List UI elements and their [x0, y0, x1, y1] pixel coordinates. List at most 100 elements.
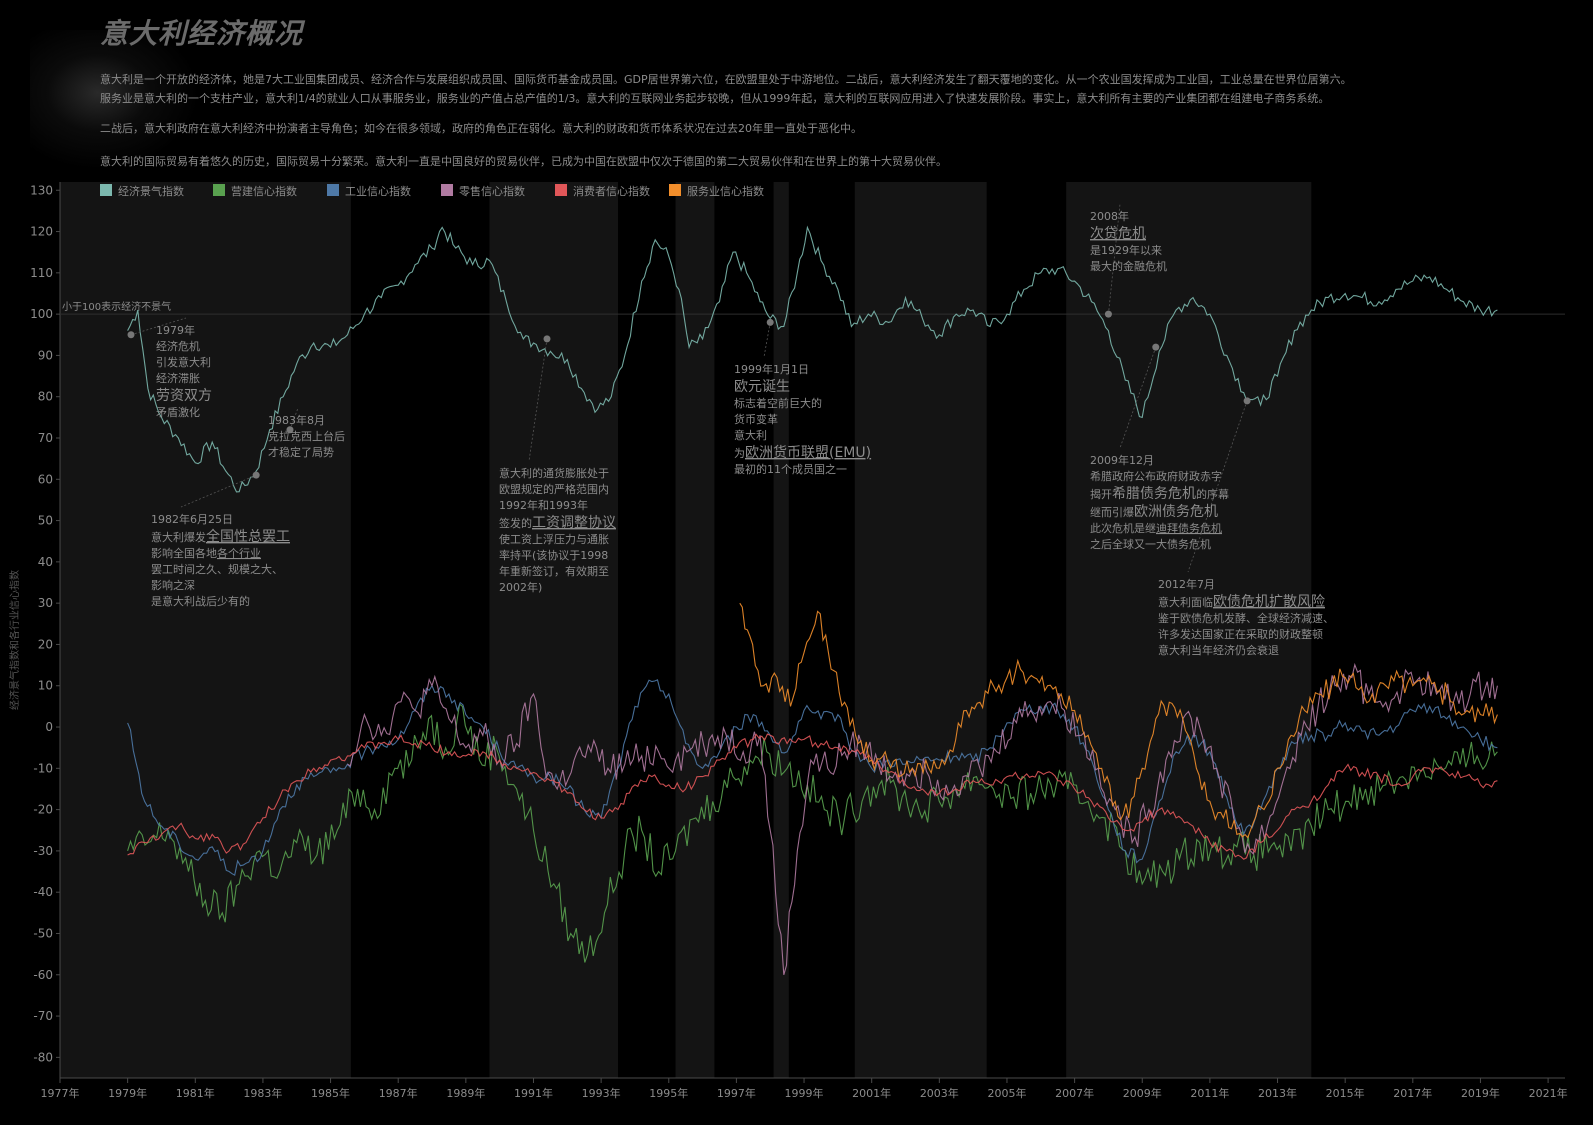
annotation-text: 次贷危机 — [1090, 226, 1146, 242]
annotation-leader — [528, 338, 548, 462]
annotation-marker — [286, 426, 294, 434]
y-tick-label: -20 — [33, 803, 53, 817]
annotation-text: 签发的 — [499, 516, 532, 530]
annotation-line: 最大的金融危机 — [1090, 259, 1167, 273]
x-tick-label: 2007年 — [1055, 1086, 1094, 1100]
y-tick-label: 130 — [30, 183, 53, 197]
annotation-line: 经济危机 — [156, 339, 200, 353]
annotation-leader — [180, 474, 257, 508]
annotation: 2009年12月希腊政府公布政府财政赤字揭开希腊债务危机的序幕继而引爆欧洲债务危… — [1090, 343, 1229, 551]
annotation-line: 1982年6月25日 — [151, 512, 233, 526]
annotation-text: 各个行业 — [217, 546, 261, 560]
y-tick-label: -40 — [33, 885, 53, 899]
x-tick-label: 2005年 — [987, 1086, 1026, 1100]
x-tick-label: 1977年 — [41, 1086, 80, 1100]
annotation-line: 1983年8月 — [268, 413, 325, 427]
intro-paragraph-1: 意大利是一个开放的经济体，她是7大工业国集团成员、经济合作与发展组织成员国、国际… — [100, 73, 1352, 86]
annotation-text: 欧元诞生 — [734, 379, 790, 395]
annotation-line: 意大利面临欧债危机扩散风险 — [1158, 594, 1325, 610]
annotation-line: 次贷危机 — [1090, 226, 1146, 242]
annotation-text: 意大利 — [734, 428, 767, 442]
x-tick-label: 2013年 — [1258, 1086, 1297, 1100]
annotation-line: 继而引爆欧洲债务危机 — [1090, 504, 1218, 520]
period-band — [986, 182, 1067, 1078]
annotation-text: 1983年8月 — [268, 413, 325, 427]
annotation-text: 希腊政府公布政府财政赤字 — [1090, 469, 1222, 483]
annotation-line: 经济滞胀 — [156, 371, 200, 385]
annotation-line: 2009年12月 — [1090, 453, 1154, 467]
annotation-marker — [1243, 397, 1251, 405]
annotation-line: 之后全球又一大债务危机 — [1090, 537, 1211, 551]
y-tick-label: -50 — [33, 926, 53, 940]
annotation-line: 意大利爆发全国性总罢工 — [151, 528, 290, 545]
legend: 经济景气指数 营建信心指数 工业信心指数 零售信心指数 消费者信心指数 服务业信心指数 — [100, 184, 764, 198]
y-tick-label: 100 — [30, 307, 53, 321]
legend-label: 营建信心指数 — [231, 184, 297, 198]
annotation-text: 罢工时间之久、规模之大、 — [151, 562, 283, 576]
annotation-line: 1992年和1993年 — [499, 498, 588, 512]
legend-swatch — [100, 184, 112, 196]
annotation-leader — [130, 317, 187, 336]
y-tick-label: 120 — [30, 225, 53, 239]
x-tick-label: 2017年 — [1393, 1086, 1432, 1100]
x-tick-label: 2003年 — [920, 1086, 959, 1100]
annotation-line: 意大利的通货膨胀处于 — [499, 466, 609, 480]
annotation-text: 意大利的通货膨胀处于 — [499, 466, 609, 480]
annotation-line: 欧元诞生 — [734, 379, 790, 395]
annotation-marker — [127, 331, 135, 339]
annotation-line: 1999年1月1日 — [734, 362, 809, 376]
x-tick-label: 1985年 — [311, 1086, 350, 1100]
annotation-text: 的序幕 — [1196, 487, 1229, 501]
annotation-line: 此次危机是继迪拜债务危机 — [1090, 521, 1222, 535]
intro-paragraph-3: 二战后，意大利政府在意大利经济中扮演者主导角色；如今在很多领域，政府的角色正在弱… — [100, 122, 862, 135]
y-tick-label: 10 — [38, 679, 53, 693]
y-axis-label: 经济景气指数和各行业信心指数 — [8, 570, 21, 710]
x-tick-label: 1989年 — [446, 1086, 485, 1100]
annotation-text: 是1929年以来 — [1090, 243, 1162, 257]
x-tick-label: 1999年 — [785, 1086, 824, 1100]
y-tick-label: 60 — [38, 472, 53, 486]
annotation-text: 揭开 — [1090, 487, 1112, 501]
annotation-text: 影响之深 — [151, 578, 195, 592]
annotation-text: 才稳定了局势 — [268, 445, 334, 459]
annotation-text: 欧盟规定的严格范围内 — [499, 482, 609, 496]
annotation-leader — [1108, 203, 1121, 315]
header-map-texture — [30, 30, 200, 170]
annotation-text: 1982年6月25日 — [151, 512, 233, 526]
annotation-line: 签发的工资调整协议 — [499, 515, 616, 531]
annotation-text: 最初的11个成员国之一 — [734, 462, 847, 476]
annotation-line: 最初的11个成员国之一 — [734, 462, 847, 476]
annotation-text: 此次危机是继 — [1090, 521, 1156, 535]
y-tick-label: 40 — [38, 555, 53, 569]
x-tick-label: 1997年 — [717, 1086, 756, 1100]
period-band — [1311, 182, 1565, 1078]
annotation-text: 使工资上浮压力与通胀 — [499, 533, 609, 546]
x-tick-label: 1993年 — [582, 1086, 621, 1100]
intro-paragraph-4: 意大利的国际贸易有着悠久的历史，国际贸易十分繁荣。意大利一直是中国良好的贸易伙伴… — [100, 155, 947, 168]
annotation-text: 意大利当年经济仍会衰退 — [1158, 643, 1279, 657]
legend-swatch — [441, 184, 453, 196]
x-tick-label: 2015年 — [1326, 1086, 1365, 1100]
annotation-text: 是意大利战后少有的 — [151, 594, 250, 608]
annotation-line: 1979年 — [156, 323, 195, 337]
y-tick-label: -70 — [33, 1009, 53, 1023]
legend-swatch — [555, 184, 567, 196]
annotation-line: 矛盾激化 — [156, 405, 200, 419]
annotation-text: 标志着空前巨大的 — [734, 396, 822, 410]
annotation-marker — [1104, 310, 1112, 318]
x-tick-label: 2011年 — [1190, 1086, 1229, 1100]
period-bands — [60, 182, 1565, 1078]
annotation-line: 揭开希腊债务危机的序幕 — [1090, 486, 1229, 502]
series-line-2 — [127, 703, 1498, 963]
annotation-line: 欧盟规定的严格范围内 — [499, 482, 609, 496]
annotation-text: 2012年7月 — [1158, 577, 1215, 591]
annotation-line: 使工资上浮压力与通胀 — [499, 533, 609, 546]
x-tick-label: 1983年 — [243, 1086, 282, 1100]
annotation-line: 劳资双方 — [156, 388, 212, 404]
annotation-text: 克拉克西上台后 — [268, 429, 345, 443]
annotation-text: 引发意大利 — [156, 355, 211, 369]
